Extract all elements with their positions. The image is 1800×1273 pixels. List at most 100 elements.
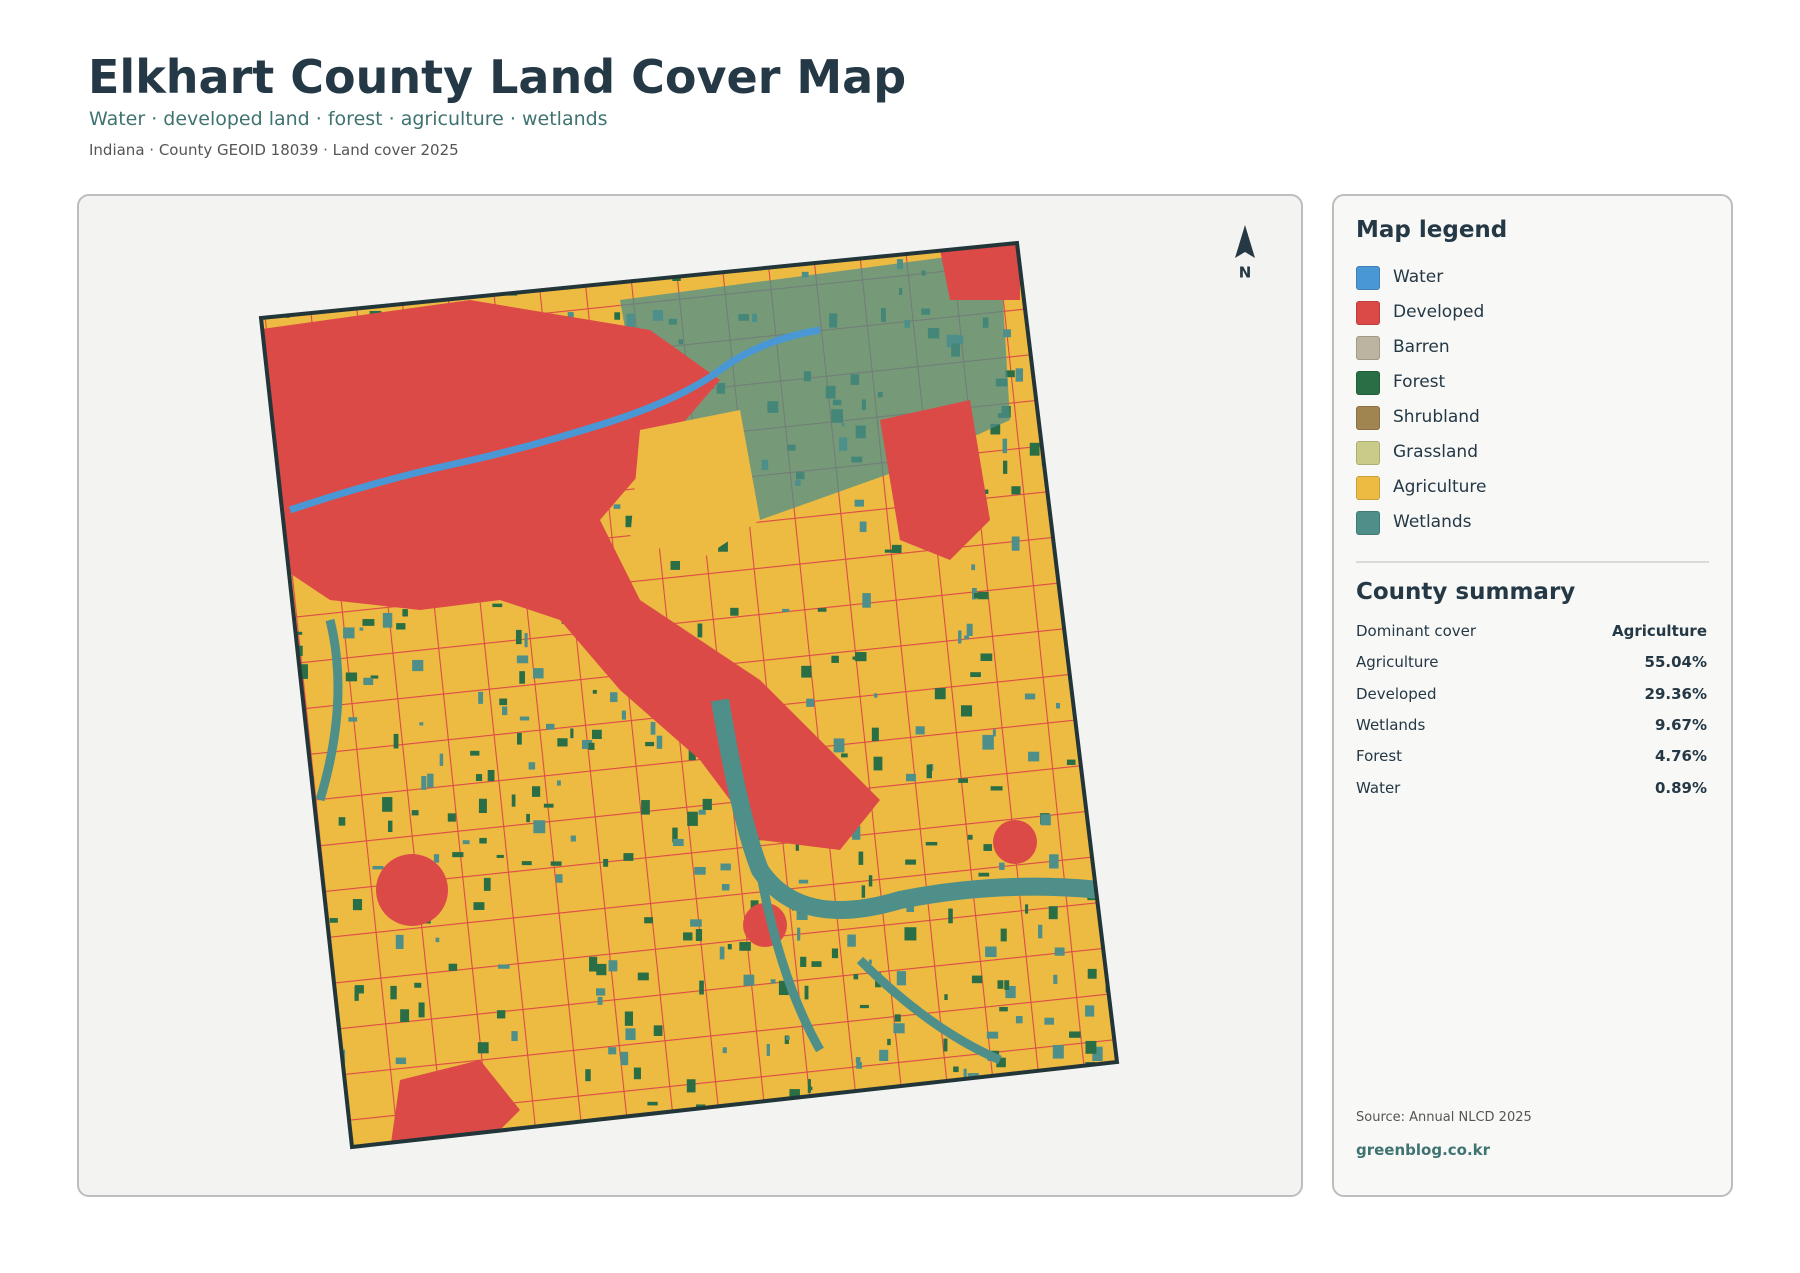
land-patch bbox=[433, 854, 440, 863]
land-patch bbox=[1057, 414, 1068, 424]
north-arrow bbox=[1235, 225, 1255, 258]
summary-label: Developed bbox=[1356, 684, 1437, 703]
side-panel bbox=[1332, 194, 1733, 1197]
land-patch bbox=[586, 1142, 595, 1147]
land-patch bbox=[1054, 947, 1065, 956]
land-patch bbox=[1109, 638, 1117, 654]
land-patch bbox=[855, 652, 867, 662]
land-patch bbox=[370, 675, 379, 679]
land-patch bbox=[730, 607, 739, 616]
land-patch bbox=[847, 934, 856, 947]
land-patch bbox=[811, 961, 822, 967]
land-patch bbox=[1092, 1046, 1103, 1062]
land-patch bbox=[672, 827, 678, 843]
land-patch bbox=[427, 773, 434, 788]
land-patch bbox=[439, 753, 444, 766]
land-patch bbox=[1094, 321, 1098, 330]
land-patch bbox=[999, 1006, 1008, 1012]
land-patch bbox=[286, 689, 293, 698]
land-patch bbox=[411, 810, 419, 816]
land-patch bbox=[954, 1139, 964, 1147]
land-patch bbox=[944, 994, 948, 1001]
land-cover bbox=[261, 243, 1117, 1147]
land-patch bbox=[348, 717, 358, 722]
land-patch bbox=[797, 927, 801, 941]
land-patch bbox=[300, 664, 308, 679]
land-patch bbox=[1051, 243, 1057, 249]
land-patch bbox=[695, 929, 703, 942]
land-patch bbox=[499, 698, 508, 706]
land-patch bbox=[448, 963, 458, 971]
land-patch bbox=[524, 633, 528, 648]
land-patch bbox=[475, 1139, 487, 1147]
land-patch bbox=[1002, 438, 1008, 454]
land-patch bbox=[391, 1145, 401, 1147]
legend-label: Agriculture bbox=[1393, 477, 1487, 497]
land-patch bbox=[760, 1105, 766, 1109]
land-patch bbox=[1048, 245, 1061, 252]
land-patch bbox=[281, 933, 291, 946]
land-patch bbox=[1072, 1122, 1076, 1137]
land-patch bbox=[1084, 570, 1090, 580]
land-patch bbox=[958, 630, 962, 644]
summary-label: Forest bbox=[1356, 747, 1403, 766]
land-patch bbox=[785, 1036, 790, 1040]
land-patch bbox=[841, 753, 848, 758]
land-patch bbox=[983, 844, 992, 851]
land-patch bbox=[1075, 1108, 1080, 1113]
land-patch bbox=[856, 1061, 862, 1069]
site: greenblog.co.kr bbox=[1356, 1141, 1491, 1159]
land-patch bbox=[964, 635, 970, 640]
land-patch bbox=[492, 277, 503, 286]
land-patch bbox=[603, 858, 609, 867]
land-patch bbox=[727, 944, 732, 950]
land-patch bbox=[516, 732, 522, 745]
land-patch bbox=[284, 1005, 289, 1011]
land-patch bbox=[997, 980, 1004, 989]
land-patch bbox=[925, 841, 938, 846]
land-patch bbox=[721, 883, 730, 891]
land-patch bbox=[533, 820, 546, 834]
summary-label: Dominant cover bbox=[1356, 622, 1477, 640]
land-patch bbox=[1069, 1031, 1081, 1038]
land-patch bbox=[288, 796, 295, 809]
land-patch bbox=[487, 769, 495, 782]
land-patch bbox=[594, 251, 602, 260]
land-patch bbox=[1097, 660, 1103, 675]
land-patch bbox=[395, 1057, 407, 1065]
land-patch bbox=[270, 805, 280, 817]
land-patch bbox=[557, 780, 561, 786]
land-patch bbox=[262, 736, 270, 741]
land-patch bbox=[892, 544, 902, 553]
land-patch bbox=[873, 756, 883, 771]
summary-label: Wetlands bbox=[1356, 715, 1426, 734]
land-patch bbox=[343, 627, 355, 639]
land-patch bbox=[498, 964, 510, 969]
legend-label: Wetlands bbox=[1393, 512, 1472, 532]
land-patch bbox=[719, 946, 725, 960]
land-patch bbox=[288, 741, 301, 746]
land-patch bbox=[858, 851, 864, 865]
land-patch bbox=[977, 591, 989, 600]
land-patch bbox=[452, 852, 464, 858]
land-patch bbox=[550, 861, 562, 866]
legend-label: Shrubland bbox=[1393, 407, 1480, 427]
land-patch bbox=[672, 838, 684, 847]
land-patch bbox=[985, 946, 997, 958]
land-patch bbox=[502, 706, 508, 716]
land-patch bbox=[960, 705, 973, 717]
land-patch bbox=[519, 671, 525, 684]
land-patch bbox=[421, 776, 427, 790]
land-patch bbox=[670, 561, 680, 570]
land-patch bbox=[970, 672, 981, 678]
land-patch bbox=[971, 564, 976, 571]
land-patch bbox=[581, 740, 593, 749]
land-patch bbox=[688, 749, 696, 761]
land-patch bbox=[934, 688, 946, 700]
land-patch bbox=[354, 986, 359, 1001]
land-patch bbox=[633, 1067, 641, 1080]
land-patch bbox=[264, 1119, 275, 1131]
land-patch bbox=[436, 290, 444, 295]
land-patch bbox=[345, 672, 358, 682]
land-patch bbox=[285, 667, 294, 673]
